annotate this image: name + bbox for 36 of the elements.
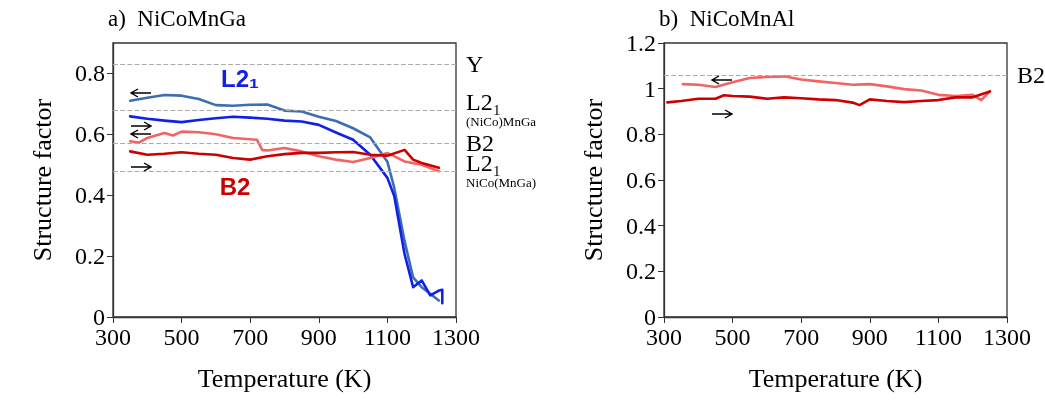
annotation: B2 <box>219 172 251 200</box>
x-tick-label: 1100 <box>914 324 962 350</box>
x-tick-label: 900 <box>851 324 888 350</box>
line-series <box>128 148 441 170</box>
y-axis-title: Structure factor <box>27 98 57 262</box>
y-tick-label: 1.2 <box>626 30 656 56</box>
y-tick-label: 0.2 <box>75 243 105 270</box>
x-tick-label: 500 <box>163 324 200 350</box>
x-tick-label: 500 <box>714 324 751 350</box>
line-series <box>128 130 441 173</box>
x-tick-label: 900 <box>300 324 337 350</box>
y-tick-label: 1 <box>644 75 656 102</box>
y-tick-label: 0.8 <box>75 60 105 87</box>
annotation: L2₁ <box>221 64 260 92</box>
y-tick-label: 0.4 <box>75 182 105 209</box>
y-tick-label: 0.4 <box>626 212 656 239</box>
y-tick-label: 0.6 <box>75 121 105 148</box>
x-tick-label: 1300 <box>983 324 1031 350</box>
chart-title: b) NiCoMnAl <box>659 6 795 31</box>
x-tick-label: 1100 <box>363 324 411 350</box>
y-tick-label: 0.6 <box>626 167 656 193</box>
x-tick-label: 700 <box>783 324 820 350</box>
ref-line-label: Y <box>466 51 484 78</box>
y-tick-label: 0.2 <box>626 258 656 285</box>
y-axis-title: Structure factor <box>578 98 608 262</box>
x-axis-title: Temperature (K) <box>197 363 372 393</box>
y-tick-label: 0.8 <box>626 121 656 148</box>
x-axis-title: Temperature (K) <box>748 363 923 393</box>
line-series <box>681 75 992 102</box>
chart-title: a) NiCoMnGa <box>108 6 246 31</box>
line-series <box>666 90 992 107</box>
ref-line-label: B2 <box>466 130 495 157</box>
x-tick-label: 700 <box>232 324 269 350</box>
x-tick-label: 1300 <box>432 324 480 350</box>
ref-line-label: B2 <box>1017 61 1045 88</box>
ref-line-label: L2₁ (NiCo)MnGa <box>466 88 537 130</box>
